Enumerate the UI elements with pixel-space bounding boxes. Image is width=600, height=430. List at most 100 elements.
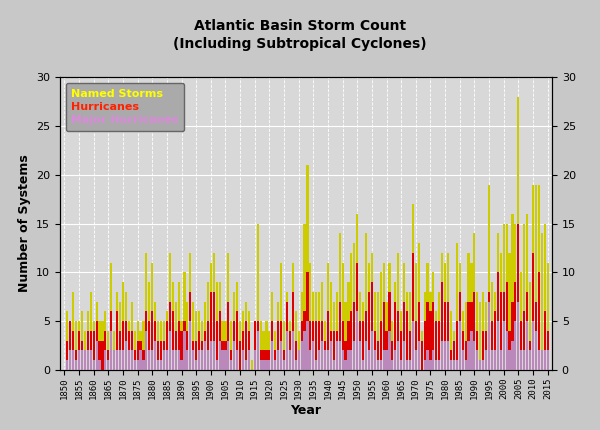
Bar: [333, 301, 335, 370]
Legend: Named Storms, Hurricanes, Major Hurricanes: Named Storms, Hurricanes, Major Hurrican…: [65, 83, 184, 131]
Bar: [116, 292, 118, 370]
Bar: [169, 331, 171, 370]
Bar: [479, 360, 481, 370]
Bar: [385, 331, 388, 370]
Bar: [304, 224, 305, 370]
Bar: [192, 341, 194, 370]
Bar: [89, 350, 92, 370]
Bar: [104, 331, 106, 370]
Bar: [107, 350, 109, 370]
Bar: [503, 292, 505, 370]
Bar: [110, 311, 112, 370]
Bar: [362, 321, 364, 370]
Bar: [473, 292, 475, 370]
Bar: [271, 321, 274, 370]
Bar: [438, 292, 440, 370]
Bar: [181, 321, 182, 370]
Bar: [142, 360, 145, 370]
Bar: [517, 301, 520, 370]
Bar: [157, 341, 159, 370]
Bar: [254, 321, 256, 370]
Bar: [464, 301, 467, 370]
Bar: [69, 321, 71, 370]
Bar: [268, 360, 271, 370]
Bar: [172, 311, 174, 370]
Bar: [391, 341, 394, 370]
Bar: [538, 272, 540, 370]
Bar: [432, 272, 434, 370]
Bar: [163, 341, 165, 370]
Bar: [95, 301, 98, 370]
Bar: [128, 321, 130, 370]
Bar: [134, 350, 136, 370]
Bar: [377, 341, 379, 370]
Bar: [245, 301, 247, 370]
Bar: [286, 292, 288, 370]
Bar: [309, 321, 311, 370]
Bar: [236, 311, 238, 370]
Bar: [529, 350, 531, 370]
Bar: [482, 331, 484, 370]
Bar: [178, 321, 180, 370]
Bar: [92, 321, 95, 370]
Bar: [274, 331, 277, 370]
Bar: [526, 321, 528, 370]
Bar: [541, 350, 543, 370]
Bar: [154, 301, 156, 370]
Bar: [461, 331, 464, 370]
Bar: [456, 360, 458, 370]
Bar: [458, 321, 461, 370]
Bar: [365, 341, 367, 370]
Bar: [444, 341, 446, 370]
Bar: [424, 292, 426, 370]
Bar: [403, 301, 405, 370]
Bar: [506, 224, 508, 370]
Bar: [283, 360, 285, 370]
Bar: [456, 243, 458, 370]
Bar: [157, 360, 159, 370]
Bar: [78, 350, 80, 370]
Bar: [347, 282, 350, 370]
Bar: [265, 321, 268, 370]
Bar: [242, 311, 244, 370]
Bar: [175, 301, 177, 370]
Bar: [95, 341, 98, 370]
Bar: [350, 253, 352, 370]
Bar: [286, 331, 288, 370]
Bar: [69, 350, 71, 370]
Bar: [207, 282, 209, 370]
Bar: [215, 360, 218, 370]
Bar: [406, 292, 408, 370]
Bar: [450, 311, 452, 370]
Bar: [421, 341, 423, 370]
Bar: [453, 341, 455, 370]
Bar: [520, 321, 523, 370]
Bar: [406, 360, 408, 370]
Bar: [113, 350, 115, 370]
Bar: [309, 263, 311, 370]
Bar: [239, 321, 241, 370]
Bar: [359, 341, 361, 370]
Bar: [257, 321, 259, 370]
Bar: [508, 331, 511, 370]
Bar: [204, 341, 206, 370]
Bar: [447, 253, 449, 370]
Bar: [383, 350, 385, 370]
Bar: [295, 341, 297, 370]
Bar: [75, 321, 77, 370]
Bar: [163, 350, 165, 370]
Bar: [341, 263, 344, 370]
Bar: [145, 253, 148, 370]
Bar: [444, 263, 446, 370]
Bar: [517, 97, 520, 370]
Bar: [517, 224, 520, 370]
Bar: [380, 321, 382, 370]
Bar: [221, 350, 224, 370]
Bar: [432, 350, 434, 370]
Bar: [544, 311, 546, 370]
Bar: [447, 301, 449, 370]
Bar: [119, 350, 121, 370]
Bar: [212, 292, 215, 370]
Bar: [432, 301, 434, 370]
Bar: [239, 341, 241, 370]
